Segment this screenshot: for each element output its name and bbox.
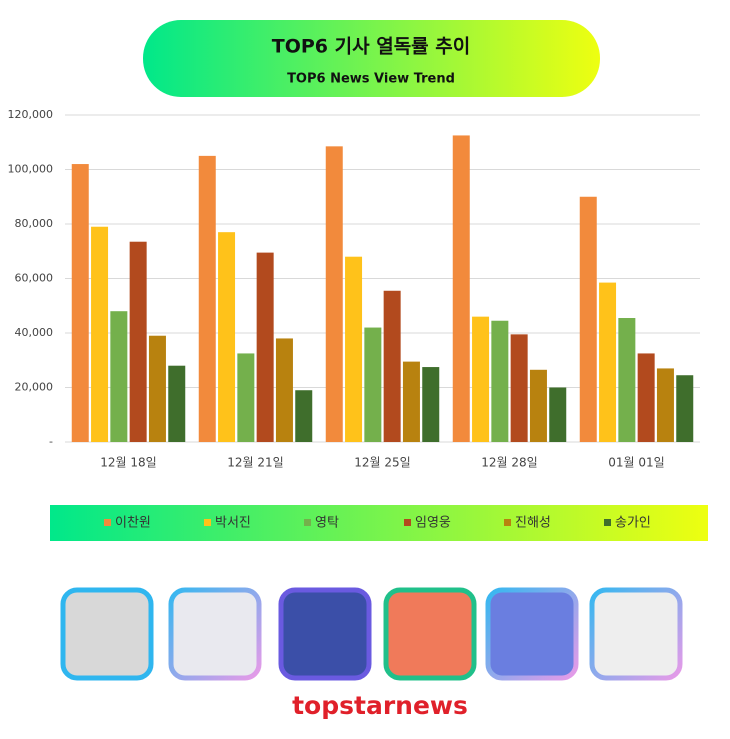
y-tick-label: 60,000 bbox=[15, 272, 54, 285]
bar bbox=[218, 232, 236, 442]
bar bbox=[472, 316, 490, 442]
legend-swatch bbox=[204, 519, 211, 526]
y-tick-label: 20,000 bbox=[15, 381, 54, 394]
bar bbox=[168, 365, 186, 442]
bar bbox=[422, 367, 440, 442]
bar bbox=[579, 196, 597, 442]
legend-label: 임영웅 bbox=[415, 516, 451, 531]
bar bbox=[198, 155, 216, 442]
bar bbox=[325, 146, 343, 442]
y-tick-label: 80,000 bbox=[15, 217, 54, 230]
bar bbox=[110, 311, 128, 442]
y-tick-label: - bbox=[49, 435, 53, 448]
bar bbox=[549, 387, 567, 442]
chart-title: TOP6 기사 열독률 추이 bbox=[272, 36, 470, 58]
bar bbox=[295, 390, 313, 442]
chart-subtitle: TOP6 News View Trend bbox=[287, 72, 455, 87]
bar bbox=[91, 226, 109, 442]
photos bbox=[60, 587, 683, 681]
bar bbox=[599, 282, 617, 442]
bar bbox=[656, 368, 674, 442]
bar bbox=[402, 361, 420, 442]
bar bbox=[345, 256, 363, 442]
photo bbox=[60, 587, 154, 681]
photo bbox=[485, 587, 579, 681]
legend-box bbox=[50, 505, 708, 541]
bar bbox=[452, 135, 470, 442]
legend-swatch bbox=[404, 519, 411, 526]
bar bbox=[491, 320, 509, 442]
photo bbox=[589, 587, 683, 681]
legend-label: 송가인 bbox=[615, 516, 651, 531]
photo bbox=[278, 587, 372, 681]
bar bbox=[676, 375, 694, 442]
x-tick-label: 12월 28일 bbox=[481, 456, 537, 470]
bar bbox=[129, 241, 147, 442]
bar bbox=[618, 318, 636, 442]
photo bbox=[383, 587, 477, 681]
title-pill bbox=[143, 20, 600, 97]
photo bbox=[168, 587, 262, 681]
legend-swatch bbox=[604, 519, 611, 526]
bar bbox=[637, 353, 655, 442]
logo: topstarnews bbox=[292, 691, 468, 720]
legend-swatch bbox=[104, 519, 111, 526]
bar bbox=[256, 252, 274, 442]
x-tick-label: 12월 18일 bbox=[100, 456, 156, 470]
bar bbox=[383, 290, 401, 442]
bar bbox=[510, 334, 528, 442]
x-tick-label: 12월 21일 bbox=[227, 456, 283, 470]
y-tick-label: 40,000 bbox=[15, 326, 54, 339]
bar bbox=[71, 164, 89, 443]
legend-swatch bbox=[504, 519, 511, 526]
x-tick-label: 01월 01일 bbox=[608, 456, 664, 470]
bar bbox=[529, 369, 547, 442]
bar bbox=[148, 335, 166, 442]
legend-label: 진해성 bbox=[515, 516, 551, 531]
bar bbox=[364, 327, 382, 442]
legend-label: 박서진 bbox=[215, 516, 251, 531]
legend-label: 영탁 bbox=[315, 516, 339, 531]
legend-swatch bbox=[304, 519, 311, 526]
legend-label: 이찬원 bbox=[115, 516, 151, 531]
bar bbox=[275, 338, 293, 442]
y-tick-label: 100,000 bbox=[8, 163, 54, 176]
bar bbox=[237, 353, 255, 442]
x-tick-label: 12월 25일 bbox=[354, 456, 410, 470]
y-tick-label: 120,000 bbox=[8, 108, 54, 121]
